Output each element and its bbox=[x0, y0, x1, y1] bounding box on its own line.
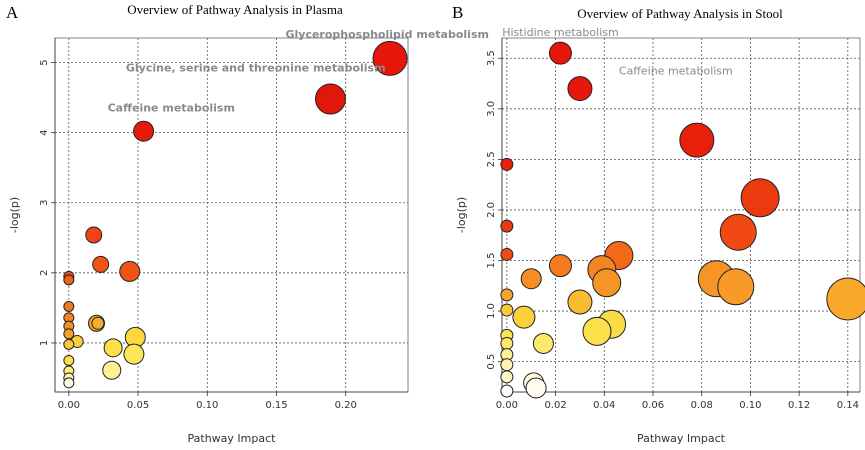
panel-a-y-tick-label: 3 bbox=[39, 200, 50, 206]
panel-a-x-tick-label: 0.15 bbox=[265, 400, 287, 411]
panel-a-data-point bbox=[91, 316, 105, 330]
panel-b-x-tick-label: 0.02 bbox=[544, 400, 566, 411]
panel-a-x-tick-label: 0.10 bbox=[196, 400, 218, 411]
panel-b-x-tick-label: 0.04 bbox=[593, 400, 615, 411]
panel-a-y-tick-label: 1 bbox=[39, 340, 50, 346]
panel-a-x-axis-label: Pathway Impact bbox=[188, 432, 277, 445]
panel-a-data-point bbox=[123, 343, 145, 365]
panel-b-annotation: Histidine metabolism bbox=[502, 26, 619, 39]
panel-a-data-point bbox=[372, 40, 408, 76]
panel-b-data-point bbox=[500, 303, 514, 317]
panel-b-data-point bbox=[548, 41, 572, 65]
panel-b-data-point bbox=[592, 268, 622, 298]
panel-b-x-tick-label: 0.06 bbox=[642, 400, 664, 411]
panel-b-data-point bbox=[740, 178, 780, 218]
panel-b-data-point bbox=[500, 384, 514, 398]
panel-a-data-point bbox=[92, 255, 110, 273]
panel-a-data-point bbox=[314, 83, 346, 115]
panel-a-plot-frame bbox=[54, 37, 409, 393]
panel-a-y-axis-label: -log(p) bbox=[8, 197, 21, 233]
panel-a-data-point bbox=[85, 226, 103, 244]
panel-a-data-point bbox=[133, 120, 155, 142]
panel-a-y-tick-label: 5 bbox=[39, 59, 50, 65]
panel-b-data-point bbox=[500, 219, 514, 233]
panel-b-data-point bbox=[512, 305, 536, 329]
panel-a-x-tick-label: 0.05 bbox=[127, 400, 149, 411]
panel-a-data-point bbox=[63, 377, 75, 389]
panel-b-data-point bbox=[548, 254, 572, 278]
panel-b-x-axis-label: Pathway Impact bbox=[637, 432, 726, 445]
panel-b-data-point bbox=[500, 157, 514, 171]
panel-b-x-tick-label: 0.14 bbox=[837, 400, 859, 411]
panel-b-data-point bbox=[500, 288, 514, 302]
panel-b-data-point bbox=[525, 377, 547, 399]
panel-b-annotation: Caffeine metabolism bbox=[619, 64, 733, 77]
panel-a-x-tick-label: 0.00 bbox=[58, 400, 80, 411]
panel-a-data-point bbox=[63, 328, 75, 340]
panel-b-data-point bbox=[826, 277, 865, 321]
panel-a-annotation: Glycerophospholipid metabolism bbox=[285, 28, 488, 41]
panel-b-y-tick-label: 2.5 bbox=[486, 151, 497, 167]
panel-b-data-point bbox=[532, 332, 554, 354]
panel-a-data-point bbox=[63, 274, 75, 286]
panel-b-data-point bbox=[500, 370, 514, 384]
panel-b-y-tick-label: 3.5 bbox=[486, 50, 497, 66]
panel-b-data-point bbox=[567, 289, 593, 315]
panel-b-x-tick-label: 0.00 bbox=[496, 400, 518, 411]
panel-b-y-tick-label: 3.0 bbox=[486, 101, 497, 117]
panel-b-y-axis-label: -log(p) bbox=[455, 197, 468, 233]
panel-b: B Overview of Pathway Analysis in Stool 0.… bbox=[452, 3, 865, 445]
panel-a-title: Overview of Pathway Analysis in Plasma bbox=[127, 2, 343, 17]
panel-b-x-tick-label: 0.10 bbox=[739, 400, 761, 411]
panel-b-letter: B bbox=[452, 3, 463, 22]
panel-a-data-point bbox=[119, 260, 141, 282]
panel-a-annotation: Caffeine metabolism bbox=[108, 102, 235, 115]
panel-a-x-tick-label: 0.20 bbox=[335, 400, 357, 411]
panel-b-x-tick-label: 0.08 bbox=[691, 400, 713, 411]
panel-b-data-point bbox=[567, 76, 593, 102]
panel-b-data-point bbox=[719, 213, 757, 251]
panel-a-data-point bbox=[103, 338, 123, 358]
panel-a-y-tick-label: 2 bbox=[39, 270, 50, 276]
panel-b-data-point bbox=[520, 268, 542, 290]
panel-b-data-point bbox=[500, 336, 514, 350]
panel-a-data-point bbox=[63, 354, 75, 366]
panel-b-data-point bbox=[679, 122, 715, 158]
panel-b-y-tick-label: 0.5 bbox=[486, 354, 497, 370]
panel-a-data-point bbox=[63, 300, 75, 312]
panel-b-title: Overview of Pathway Analysis in Stool bbox=[577, 6, 783, 21]
panel-b-x-tick-label: 0.12 bbox=[788, 400, 810, 411]
panel-b-y-tick-label: 1.0 bbox=[486, 303, 497, 319]
panel-b-y-tick-label: 1.5 bbox=[486, 253, 497, 269]
panel-a-annotation: Glycine, serine and threonine metabolism bbox=[126, 62, 386, 75]
panel-a-y-tick-label: 4 bbox=[39, 129, 50, 135]
panel-b-data-point bbox=[500, 358, 514, 372]
panel-a-data-point bbox=[102, 360, 122, 380]
panel-b-y-tick-label: 2.0 bbox=[486, 202, 497, 218]
panel-b-data-point bbox=[582, 316, 612, 346]
panel-a-data-point bbox=[63, 338, 75, 350]
panel-b-data-point bbox=[500, 247, 514, 261]
panel-b-data-point bbox=[717, 268, 755, 306]
panel-a-letter: A bbox=[6, 3, 19, 22]
panel-a: A Overview of Pathway Analysis in Plasma 0… bbox=[6, 2, 489, 445]
